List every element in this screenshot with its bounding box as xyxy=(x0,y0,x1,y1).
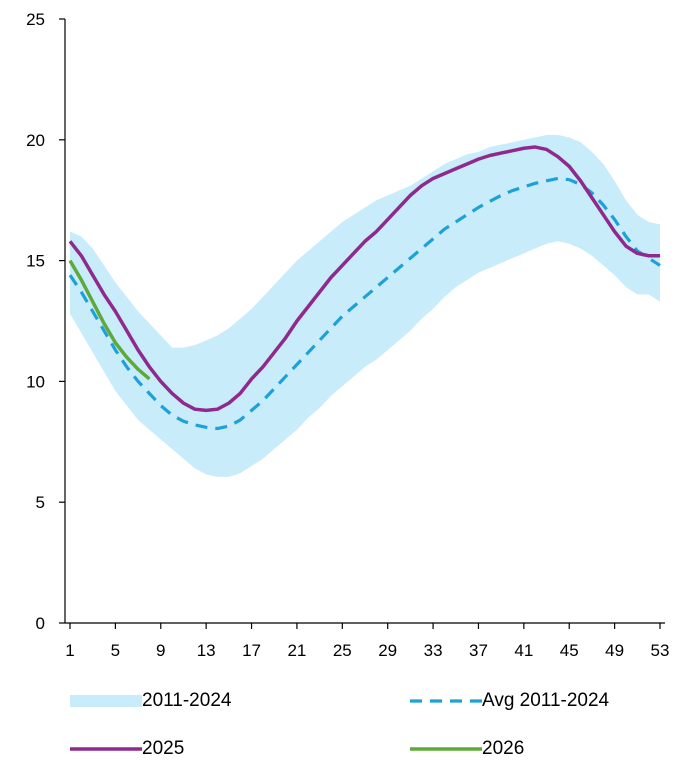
series-line-2026 xyxy=(68,259,151,381)
x-tick-label: 25 xyxy=(333,641,352,660)
y-tick-label: 5 xyxy=(36,493,45,512)
x-tick-label: 53 xyxy=(651,641,670,660)
y-tick-label: 10 xyxy=(26,372,45,391)
x-tick-label: 33 xyxy=(424,641,443,660)
x-tick-label: 13 xyxy=(197,641,216,660)
series-line-2025 xyxy=(68,145,660,413)
series-layer xyxy=(68,145,661,431)
series-line-avg-2011-2024 xyxy=(68,176,661,431)
x-tick-label: 37 xyxy=(469,641,488,660)
x-tick-label: 9 xyxy=(156,641,165,660)
x-tick-label: 45 xyxy=(560,641,579,660)
y-tick-label: 25 xyxy=(26,10,45,29)
band-layer xyxy=(70,134,660,477)
y-tick-label: 0 xyxy=(36,614,45,633)
x-tick-label: 41 xyxy=(514,641,533,660)
x-tick-label: 1 xyxy=(65,641,74,660)
x-tick-label: 29 xyxy=(378,641,397,660)
x-tick-label: 21 xyxy=(287,641,306,660)
y-tick-label: 15 xyxy=(26,252,45,271)
x-tick-label: 49 xyxy=(605,641,624,660)
x-tick-label: 5 xyxy=(111,641,120,660)
x-tick-label: 17 xyxy=(242,641,261,660)
y-tick-label: 20 xyxy=(26,131,45,150)
band-2011-2024 xyxy=(70,134,660,477)
